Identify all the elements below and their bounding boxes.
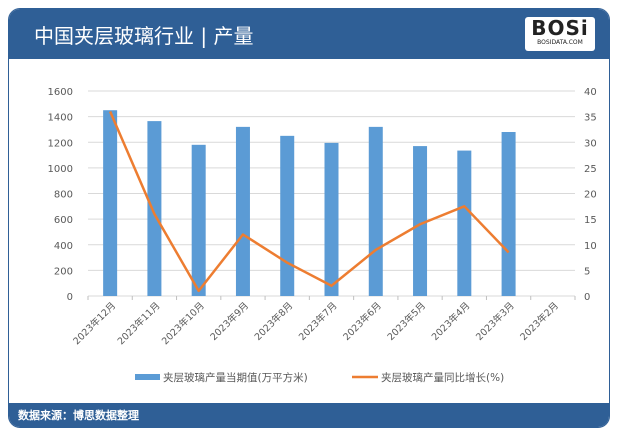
header-bar: 中国夹层玻璃行业 | 产量 BOSi BOSIDATA.COM <box>9 9 609 59</box>
left-tick-label: 1200 <box>48 138 73 149</box>
legend-line-label: 夹层玻璃产量同比增长(%) <box>381 371 504 384</box>
bar <box>413 146 428 296</box>
bar <box>280 135 295 296</box>
bar <box>235 126 250 296</box>
x-tick-label: 2023年7月 <box>296 300 339 343</box>
footer-bar: 数据来源：博思数据整理 <box>9 403 609 427</box>
right-tick-label: 15 <box>584 215 597 226</box>
page-title: 中国夹层玻璃行业 | 产量 <box>34 24 254 48</box>
data-source: 数据来源：博思数据整理 <box>18 409 139 422</box>
x-tick-label: 2023年10月 <box>159 300 207 348</box>
right-tick-label: 30 <box>584 138 597 149</box>
growth-line <box>108 111 510 293</box>
bar <box>191 144 206 296</box>
right-tick-label: 20 <box>584 190 597 201</box>
x-tick-label: 2023年2月 <box>518 300 561 343</box>
x-tick-label: 2023年11月 <box>115 300 163 348</box>
legend-bar-label: 夹层玻璃产量当期值(万平方米) <box>163 371 308 384</box>
bar <box>457 150 472 296</box>
left-tick-label: 1000 <box>48 164 73 175</box>
x-tick-label: 2023年6月 <box>341 300 384 343</box>
x-tick-label: 2023年9月 <box>208 300 251 343</box>
bosi-logo: BOSi BOSIDATA.COM <box>525 17 595 51</box>
left-tick-label: 1400 <box>48 113 73 124</box>
right-tick-label: 40 <box>584 87 597 98</box>
right-tick-label: 10 <box>584 241 597 252</box>
left-tick-label: 200 <box>54 266 73 277</box>
left-tick-label: 800 <box>54 190 73 201</box>
left-tick-label: 1600 <box>48 87 73 98</box>
right-tick-label: 0 <box>584 292 590 303</box>
left-tick-label: 600 <box>54 215 73 226</box>
x-tick-label: 2023年5月 <box>385 300 428 343</box>
legend-bar-swatch <box>135 374 160 380</box>
x-tick-label: 2023年3月 <box>473 300 516 343</box>
x-tick-label: 2023年12月 <box>71 300 119 348</box>
bar <box>368 126 383 296</box>
bar <box>103 110 118 296</box>
bar <box>501 132 516 296</box>
left-tick-label: 400 <box>54 241 73 252</box>
x-tick-label: 2023年4月 <box>429 300 472 343</box>
right-tick-label: 5 <box>584 266 590 277</box>
bar <box>324 142 339 296</box>
left-tick-label: 0 <box>67 292 73 303</box>
right-tick-label: 35 <box>584 113 597 124</box>
bar <box>147 121 162 296</box>
x-tick-label: 2023年8月 <box>252 300 295 343</box>
right-tick-label: 25 <box>584 164 597 175</box>
